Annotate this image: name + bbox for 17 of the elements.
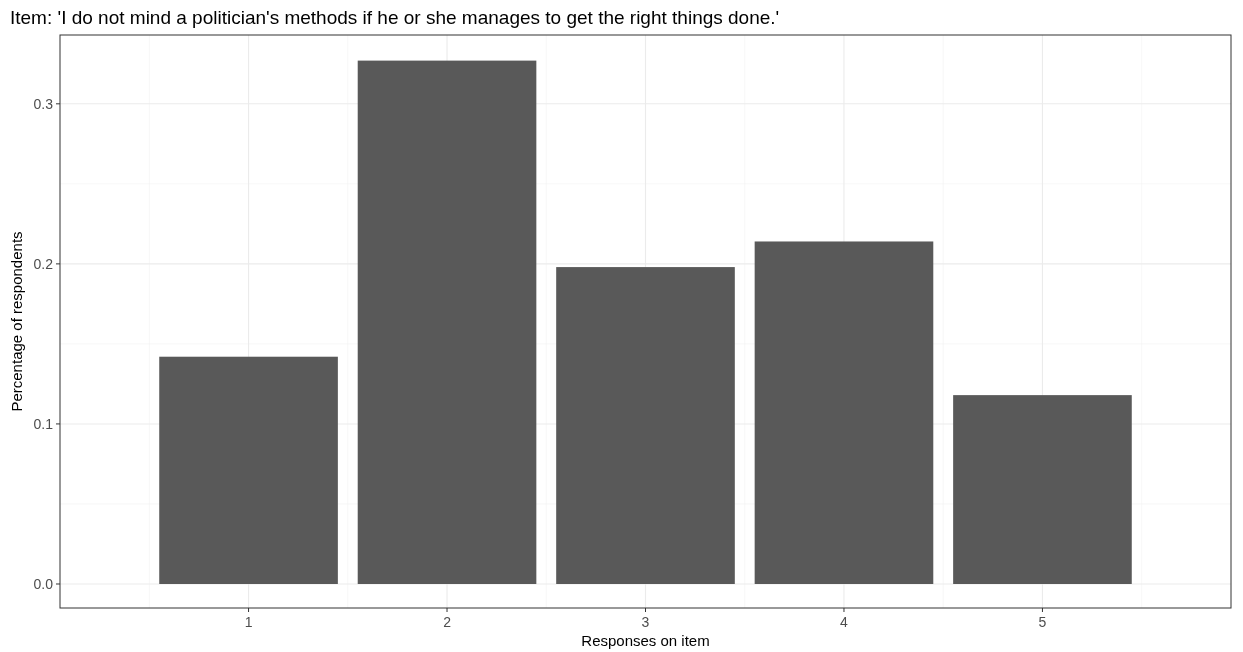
bar: [159, 356, 338, 584]
chart-title: Item: 'I do not mind a politician's methods if he or she manages to get the right things done.': [10, 7, 780, 28]
y-tick-label: 0.0: [33, 575, 54, 592]
y-tick-label: 0.2: [33, 255, 54, 272]
y-axis-title: Percentage of respondents: [8, 231, 25, 412]
x-axis-title: Responses on item: [581, 632, 710, 649]
x-tick-label: 3: [641, 614, 650, 630]
y-tick-label: 0.1: [33, 415, 54, 432]
bar: [754, 241, 934, 584]
x-tick-label: 2: [443, 614, 452, 630]
y-tick-label: 0.3: [33, 95, 54, 112]
x-tick-label: 1: [244, 614, 253, 630]
bar: [556, 267, 735, 584]
bar: [953, 395, 1132, 584]
bar: [357, 60, 537, 584]
x-tick-label: 4: [840, 614, 849, 630]
x-tick-label: 5: [1038, 614, 1047, 630]
